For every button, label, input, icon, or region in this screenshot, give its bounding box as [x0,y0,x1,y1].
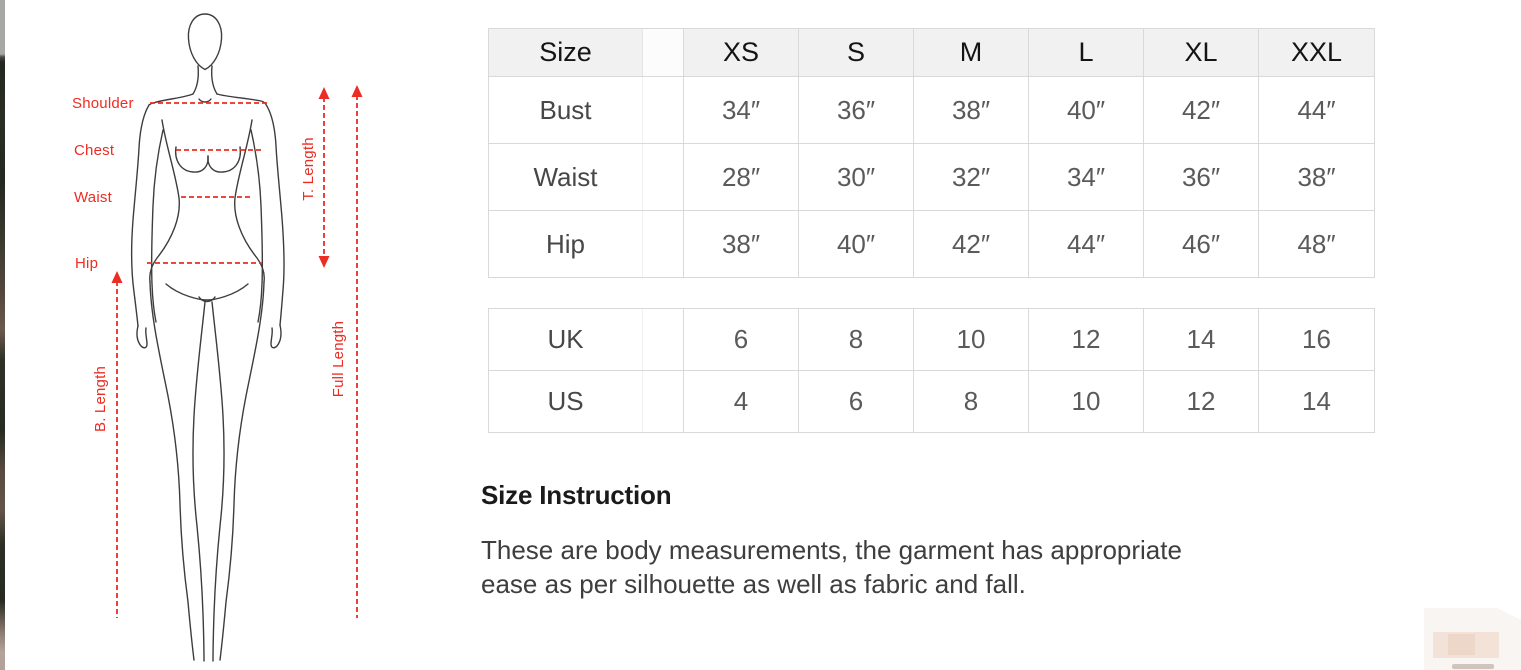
row-spacer-cell [643,211,684,277]
size-instruction-title: Size Instruction [481,480,672,510]
waist-l-cell: 34″ [1029,144,1144,210]
left-edge-image-sliver [0,0,5,670]
hip-xl-cell: 46″ [1144,211,1259,277]
bust-xl-cell: 42″ [1144,77,1259,143]
hip-xs-cell: 38″ [684,211,799,277]
corner-partial-image-smudge [1452,664,1494,669]
header-cell-s: S [799,29,914,76]
measurement-guide-lines [116,95,358,618]
header-cell-l: L [1029,29,1144,76]
us-s-cell: 6 [799,371,914,432]
row-spacer-cell [643,309,684,370]
bust-xxl-cell: 44″ [1297,94,1336,125]
header-cell-xl: XL [1144,29,1259,76]
waist-s-cell: 30″ [799,144,914,210]
row-label-cell: Bust [489,77,643,143]
uk-s-cell: 8 [799,309,914,370]
size-measurement-table: Size XS S M L XL XXL Bust 34″ 36″ 38″ 40… [488,28,1375,278]
hip-l-cell: 44″ [1029,211,1144,277]
waist-label: Waist [74,189,112,206]
hip-label: Hip [75,255,99,272]
chest-label: Chest [74,142,115,159]
row-label-cell: Hip [489,211,643,277]
full-length-arrow-up-icon [351,85,363,97]
hip-xxl-cell: 48″ [1297,228,1336,259]
header-cell-xs: XS [684,29,799,76]
corner-partial-image-notch [1497,608,1521,620]
size-instruction-line-2: ease as per silhouette as well as fabric… [481,569,1026,599]
size-conversion-table: UK 6 8 10 12 14 16 US 4 6 8 10 12 14 [488,308,1375,433]
row-spacer-cell [643,144,684,210]
b-length-arrow-up-icon [111,271,123,283]
measurement-figure-panel: Shoulder Chest Waist Hip B. Length T. Le… [0,0,470,670]
us-xxl-cell: 14 [1302,386,1331,416]
shoulder-label: Shoulder [72,95,134,112]
bust-m-cell: 38″ [914,77,1029,143]
fashion-figure-illustration [111,13,363,662]
waist-xs-cell: 28″ [684,144,799,210]
waist-xxl-cell: 38″ [1297,161,1336,192]
uk-l-cell: 12 [1029,309,1144,370]
b-length-label: B. Length [91,365,109,433]
us-xl-cell: 12 [1144,371,1259,432]
table-row-hip: Hip 38″ 40″ 42″ 44″ 46″ 48″ [489,211,1374,277]
header-cell-m: M [914,29,1029,76]
hip-s-cell: 40″ [799,211,914,277]
table-row-us: US 4 6 8 10 12 14 [489,371,1374,432]
row-spacer-cell [643,371,684,432]
size-instruction-line-1: These are body measurements, the garment… [481,535,1182,565]
us-l-cell: 10 [1029,371,1144,432]
row-label-cell: UK [489,309,643,370]
corner-partial-image-patch [1448,634,1475,655]
uk-xl-cell: 14 [1144,309,1259,370]
bust-s-cell: 36″ [799,77,914,143]
size-instruction-text: These are body measurements, the garment… [481,533,1341,601]
full-length-label: Full Length [329,320,347,398]
header-cell-size: Size [489,29,643,76]
t-length-arrow-up-icon [318,87,330,99]
t-length-label: T. Length [299,137,317,201]
guide-arrowheads [111,85,363,283]
size-table-header-row: Size XS S M L XL XXL [489,29,1374,77]
corner-partial-image [1424,608,1521,670]
hip-m-cell: 42″ [914,211,1029,277]
table-row-waist: Waist 28″ 30″ 32″ 34″ 36″ 38″ [489,144,1374,211]
table-row-bust: Bust 34″ 36″ 38″ 40″ 42″ 44″ [489,77,1374,144]
uk-xs-cell: 6 [684,309,799,370]
waist-m-cell: 32″ [914,144,1029,210]
header-cell-xxl: XXL [1259,29,1374,76]
fashion-figure-line-art [130,13,285,662]
waist-xl-cell: 36″ [1144,144,1259,210]
row-label-cell: US [489,371,643,432]
uk-m-cell: 10 [914,309,1029,370]
size-instruction-section: Size Instruction These are body measurem… [481,480,1341,601]
row-label-cell: Waist [489,144,643,210]
header-cell-spacer [643,29,684,76]
uk-xxl-cell: 16 [1302,324,1331,354]
us-m-cell: 8 [914,371,1029,432]
table-row-uk: UK 6 8 10 12 14 16 [489,309,1374,371]
t-length-arrow-down-icon [318,256,330,268]
bust-xs-cell: 34″ [684,77,799,143]
bust-l-cell: 40″ [1029,77,1144,143]
row-spacer-cell [643,77,684,143]
us-xs-cell: 4 [684,371,799,432]
